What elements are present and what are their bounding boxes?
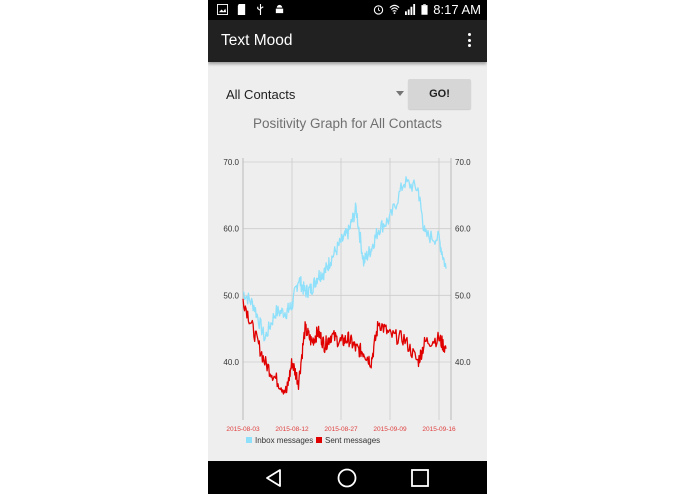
x-tick: 2015-08-03 bbox=[226, 426, 260, 433]
y-tick-left: 50.0 bbox=[223, 291, 239, 300]
dropdown-arrow-icon bbox=[396, 91, 404, 96]
x-tick: 2015-08-27 bbox=[324, 426, 358, 433]
y-tick-left: 60.0 bbox=[223, 225, 239, 234]
y-tick-right: 40.0 bbox=[455, 358, 471, 367]
nav-bar bbox=[208, 461, 487, 494]
legend-label: Sent messages bbox=[325, 436, 380, 445]
legend-swatch bbox=[246, 437, 252, 443]
x-tick: 2015-09-16 bbox=[422, 426, 456, 433]
app-bar: Text Mood bbox=[208, 20, 487, 62]
app-title: Text Mood bbox=[221, 32, 293, 49]
phone-screen: 8:17 AM Text Mood All Contacts GO! Posit… bbox=[208, 0, 487, 494]
battery-charging-icon bbox=[421, 4, 428, 15]
contact-dropdown[interactable]: All Contacts bbox=[218, 79, 408, 107]
usb-icon bbox=[257, 4, 264, 15]
sd-card-icon bbox=[237, 4, 246, 15]
go-button[interactable]: GO! bbox=[408, 79, 471, 109]
more-vert-icon[interactable] bbox=[466, 33, 472, 49]
back-icon[interactable] bbox=[263, 467, 285, 489]
graph-title: Positivity Graph for All Contacts bbox=[252, 116, 443, 131]
x-tick: 2015-08-12 bbox=[275, 426, 309, 433]
positivity-chart: 40.0 40.0 50.0 50.0 60.0 60.0 70.0 70.0 2015-08-… bbox=[223, 158, 471, 445]
alarm-icon bbox=[374, 5, 384, 15]
home-icon[interactable] bbox=[336, 467, 358, 489]
series-line-inbox-messages bbox=[243, 176, 447, 342]
y-tick-right: 60.0 bbox=[455, 225, 471, 234]
wifi-icon bbox=[389, 4, 400, 15]
series-line-sent-messages bbox=[242, 298, 447, 395]
legend-swatch bbox=[316, 437, 322, 443]
y-tick-left: 40.0 bbox=[223, 358, 239, 367]
status-time: 8:17 AM bbox=[433, 2, 481, 17]
contact-dropdown-value: All Contacts bbox=[226, 87, 296, 102]
android-icon bbox=[275, 4, 284, 14]
image-icon bbox=[217, 4, 228, 15]
legend-label: Inbox messages bbox=[255, 436, 313, 445]
y-tick-right: 70.0 bbox=[455, 158, 471, 167]
controls-row: All Contacts GO! bbox=[208, 70, 487, 115]
recents-icon[interactable] bbox=[409, 467, 431, 489]
x-tick: 2015-09-09 bbox=[373, 426, 407, 433]
y-tick-left: 70.0 bbox=[223, 158, 239, 167]
signal-icon bbox=[405, 4, 416, 15]
status-bar: 8:17 AM bbox=[208, 0, 487, 20]
y-tick-right: 50.0 bbox=[455, 291, 471, 300]
